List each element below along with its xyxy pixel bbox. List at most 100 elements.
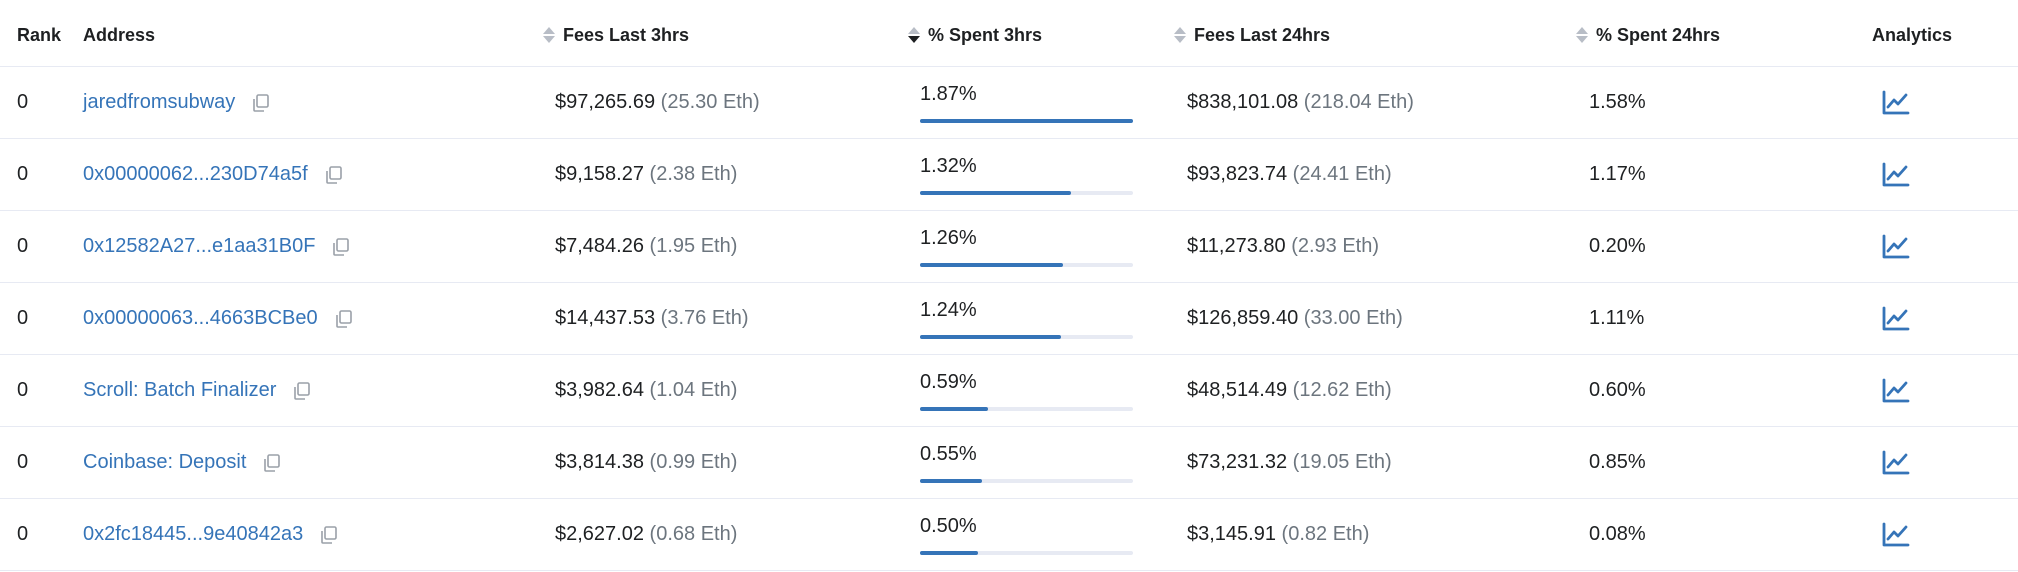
fees-3hrs-cell: $3,982.64 (1.04 Eth) [555,355,737,426]
pct-3hrs-cell: 1.32% [920,139,1133,210]
fees-24hrs-eth: (218.04 Eth) [1303,91,1414,113]
address-link[interactable]: 0x00000063...4663BCBe0 [83,307,318,329]
address-link[interactable]: 0x00000062...230D74a5f [83,163,308,185]
header-rank: Rank [17,0,61,66]
header-pct-3hrs-label[interactable]: % Spent 3hrs [928,25,1043,45]
copy-icon[interactable] [324,165,344,185]
rank-value: 0 [17,379,29,401]
rank-cell: 0 [17,67,28,138]
pct-3hrs-bar-track [920,335,1133,339]
line-chart-icon[interactable] [1882,378,1910,404]
copy-icon[interactable] [262,453,282,473]
copy-icon[interactable] [334,309,354,329]
header-analytics-label: Analytics [1872,25,1953,45]
header-fees-24hrs[interactable]: Fees Last 24hrs [1174,0,1330,66]
fees-3hrs-eth: (1.04 Eth) [649,379,738,401]
pct-3hrs-bar-fill [920,479,982,483]
address-cell: 0x2fc18445...9e40842a3 [83,499,339,570]
header-pct-3hrs[interactable]: % Spent 3hrs [908,0,1042,66]
fees-3hrs-usd: $9,158.27 [555,163,644,185]
pct-24hrs-value: 1.11% [1589,307,1645,329]
fees-3hrs-usd: $14,437.53 [555,307,656,329]
fees-3hrs-cell: $14,437.53 (3.76 Eth) [555,283,749,354]
address-link[interactable]: Scroll: Batch Finalizer [83,379,277,401]
analytics-cell [1882,283,1910,354]
header-address-label: Address [83,25,156,45]
pct-24hrs-cell: 0.60% [1589,355,1646,426]
copy-icon[interactable] [251,93,271,113]
header-fees-24hrs-label[interactable]: Fees Last 24hrs [1194,25,1331,45]
fees-3hrs-eth: (1.95 Eth) [649,235,738,257]
copy-icon[interactable] [319,525,339,545]
pct-24hrs-cell: 0.85% [1589,427,1646,498]
header-pct-24hrs-label[interactable]: % Spent 24hrs [1596,25,1721,45]
fees-24hrs-eth: (19.05 Eth) [1292,451,1392,473]
fees-3hrs-eth: (25.30 Eth) [660,91,760,113]
pct-24hrs-value: 1.17% [1589,163,1646,185]
table-row: 0 0x00000063...4663BCBe0 $14,437.53 (3.7… [0,283,2018,355]
rank-value: 0 [17,235,29,257]
pct-3hrs-value: 1.32% [920,155,977,177]
copy-icon[interactable] [331,237,351,257]
fees-3hrs-usd: $97,265.69 [555,91,656,113]
pct-24hrs-cell: 0.08% [1589,499,1646,570]
rank-value: 0 [17,307,29,329]
fees-24hrs-usd: $3,145.91 [1187,523,1276,545]
analytics-cell [1882,355,1910,426]
line-chart-icon[interactable] [1882,450,1910,476]
line-chart-icon[interactable] [1882,522,1910,548]
fees-3hrs-cell: $7,484.26 (1.95 Eth) [555,211,737,282]
line-chart-icon[interactable] [1882,162,1910,188]
fees-3hrs-eth: (0.99 Eth) [649,451,738,473]
pct-3hrs-bar-fill [920,263,1063,267]
pct-3hrs-value: 0.55% [920,443,977,465]
fees-24hrs-usd: $126,859.40 [1187,307,1299,329]
pct-3hrs-bar-track [920,407,1133,411]
fees-24hrs-usd: $48,514.49 [1187,379,1288,401]
fees-3hrs-usd: $7,484.26 [555,235,644,257]
pct-24hrs-value: 0.08% [1589,523,1646,545]
address-link[interactable]: jaredfromsubway [83,91,236,113]
table-header: Rank Address Fees Last 3hrs % Spent 3hrs… [0,0,2018,67]
pct-24hrs-value: 0.85% [1589,451,1646,473]
address-link[interactable]: Coinbase: Deposit [83,451,247,473]
pct-3hrs-bar-track [920,551,1133,555]
table-row: 0 0x2fc18445...9e40842a3 $2,627.02 (0.68… [0,499,2018,571]
pct-24hrs-cell: 0.20% [1589,211,1646,282]
fees-24hrs-eth: (24.41 Eth) [1292,163,1392,185]
pct-3hrs-bar-fill [920,551,978,555]
fees-3hrs-usd: $2,627.02 [555,523,644,545]
address-link[interactable]: 0x2fc18445...9e40842a3 [83,523,304,545]
rank-cell: 0 [17,283,28,354]
fees-24hrs-eth: (2.93 Eth) [1291,235,1380,257]
header-pct-24hrs[interactable]: % Spent 24hrs [1576,0,1720,66]
pct-3hrs-bar-fill [920,119,1133,123]
header-fees-3hrs[interactable]: Fees Last 3hrs [543,0,689,66]
fees-24hrs-cell: $838,101.08 (218.04 Eth) [1187,67,1414,138]
analytics-cell [1882,67,1910,138]
sort-icon[interactable] [543,27,555,43]
sort-icon[interactable] [1174,27,1186,43]
line-chart-icon[interactable] [1882,234,1910,260]
pct-24hrs-value: 1.58% [1589,91,1646,113]
line-chart-icon[interactable] [1882,90,1910,116]
copy-icon[interactable] [292,381,312,401]
pct-24hrs-value: 0.60% [1589,379,1646,401]
address-cell: 0x00000062...230D74a5f [83,139,344,210]
header-fees-3hrs-label[interactable]: Fees Last 3hrs [563,25,690,45]
fees-24hrs-cell: $93,823.74 (24.41 Eth) [1187,139,1392,210]
sort-desc-icon[interactable] [908,27,920,43]
line-chart-icon[interactable] [1882,306,1910,332]
address-cell: Coinbase: Deposit [83,427,282,498]
pct-24hrs-cell: 1.58% [1589,67,1646,138]
pct-3hrs-value: 0.50% [920,515,977,537]
address-cell: jaredfromsubway [83,67,271,138]
fees-24hrs-usd: $11,273.80 [1187,235,1286,257]
fees-24hrs-eth: (12.62 Eth) [1292,379,1392,401]
sort-icon[interactable] [1576,27,1588,43]
fees-3hrs-cell: $2,627.02 (0.68 Eth) [555,499,737,570]
fees-3hrs-cell: $9,158.27 (2.38 Eth) [555,139,737,210]
address-link[interactable]: 0x12582A27...e1aa31B0F [83,235,316,257]
pct-3hrs-value: 1.24% [920,299,977,321]
pct-3hrs-cell: 1.26% [920,211,1133,282]
